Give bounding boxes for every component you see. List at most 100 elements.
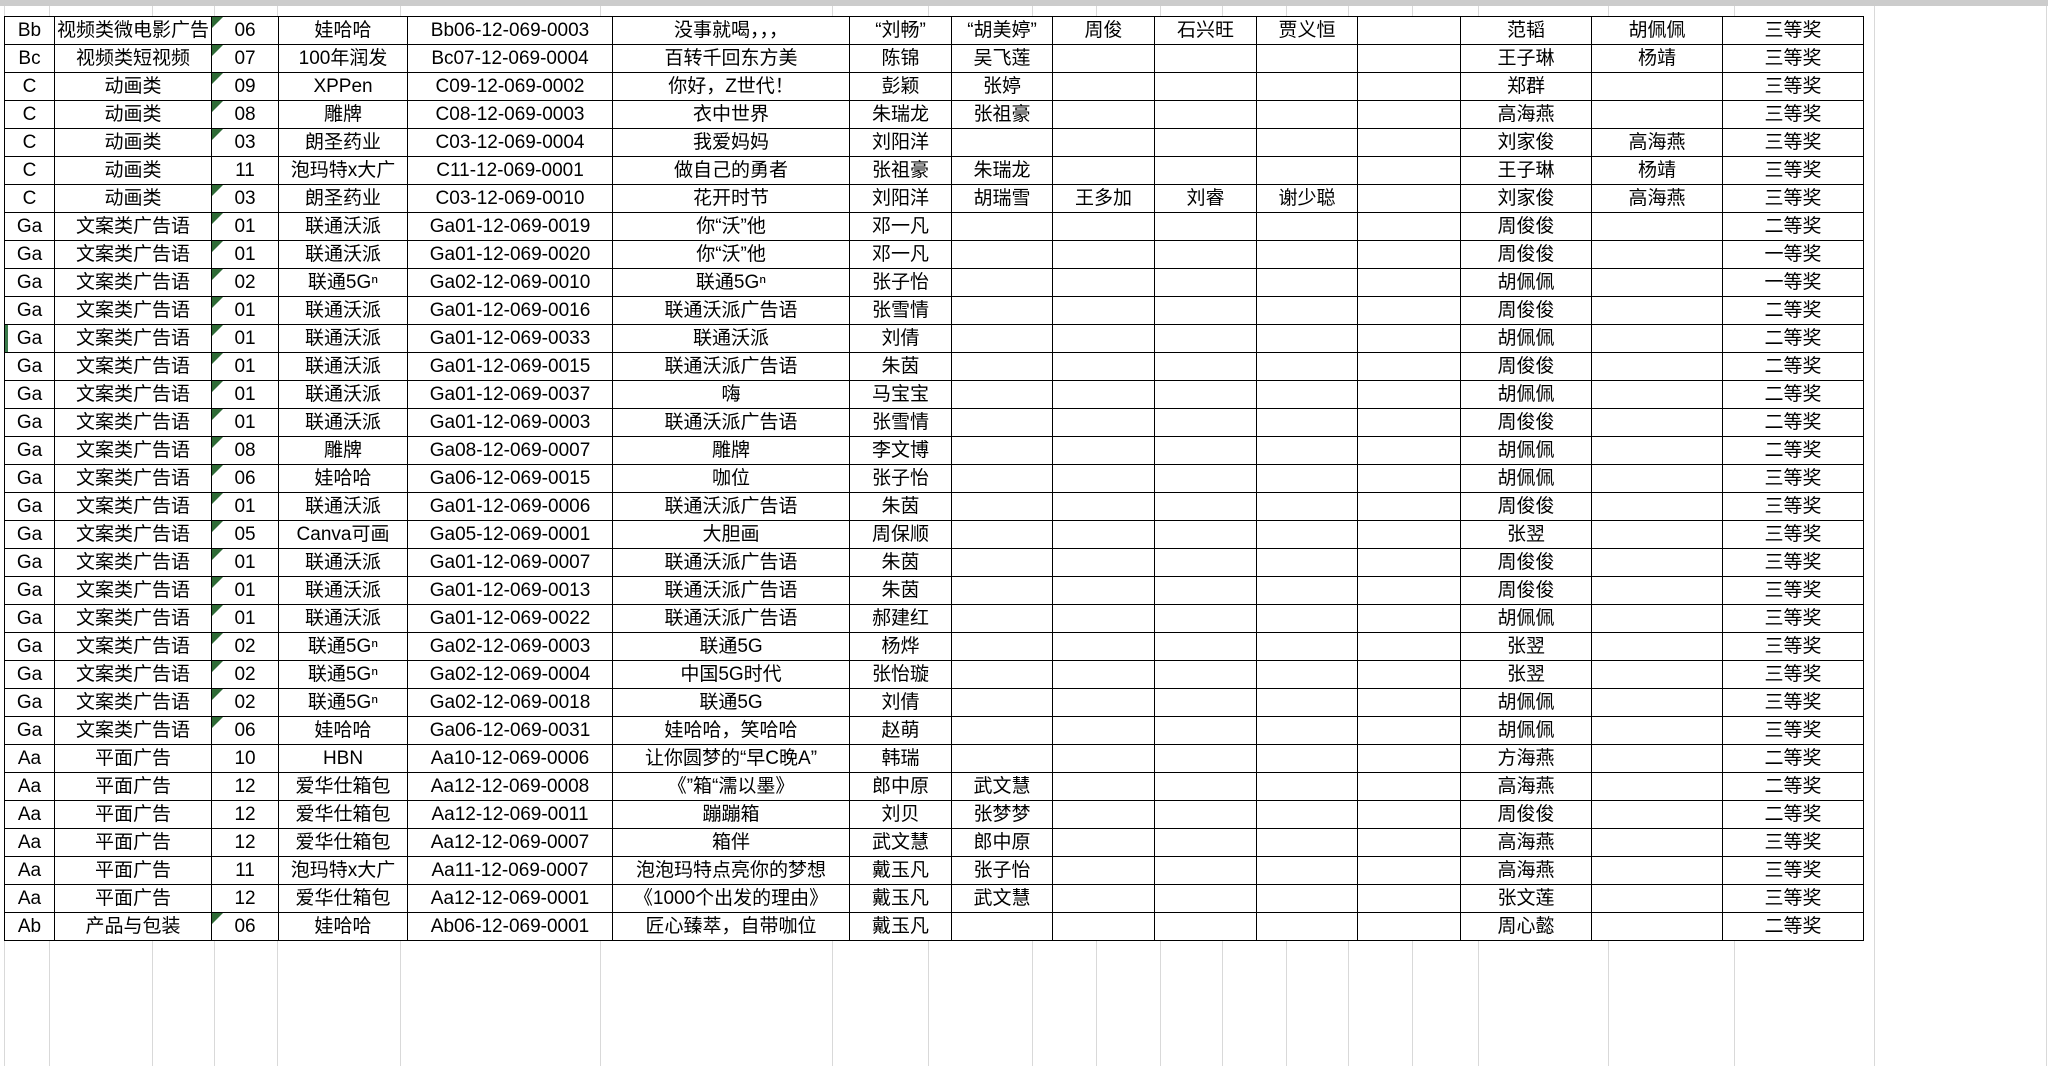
cell-author2[interactable] <box>951 408 1054 437</box>
cell-author5[interactable] <box>1256 296 1359 325</box>
cell-code_prefix[interactable]: Ga <box>4 268 55 297</box>
cell-work_title[interactable]: 联通沃派广告语 <box>612 352 851 381</box>
cell-author3[interactable] <box>1052 100 1156 129</box>
cell-code_prefix[interactable]: Ga <box>4 492 55 521</box>
cell-author1[interactable]: 刘阳洋 <box>849 128 953 157</box>
cell-number-with-comment-marker[interactable]: 01 <box>211 352 280 381</box>
cell-author3[interactable] <box>1052 772 1156 801</box>
cell-number-with-comment-marker[interactable]: 01 <box>211 324 280 353</box>
cell-award[interactable]: 三等奖 <box>1722 548 1865 577</box>
cell-author3[interactable]: 周俊 <box>1052 16 1156 45</box>
cell-brand[interactable]: 联通沃派 <box>278 324 409 353</box>
cell-author1[interactable]: 朱茵 <box>849 352 953 381</box>
cell-work_id[interactable]: C03-12-069-0004 <box>407 128 614 157</box>
table-row[interactable]: Ga 文案类广告语 01 联通沃派 Ga01-12-069-0015 联通沃派广告语 朱茵 周… <box>4 352 1865 381</box>
cell-category[interactable]: 文案类广告语 <box>53 240 213 269</box>
cell-work_title[interactable]: 大胆画 <box>612 520 851 549</box>
cell-award[interactable]: 三等奖 <box>1722 632 1865 661</box>
cell-author5[interactable] <box>1256 464 1359 493</box>
cell-brand[interactable]: 雕牌 <box>278 100 409 129</box>
cell-code_prefix[interactable]: Aa <box>4 772 55 801</box>
cell-advisor1[interactable]: 王子琳 <box>1460 44 1593 73</box>
cell-work_id[interactable]: Aa10-12-069-0006 <box>407 744 614 773</box>
cell-author4[interactable] <box>1154 128 1258 157</box>
cell-work_title[interactable]: 百转千回东方美 <box>612 44 851 73</box>
cell-number-with-comment-marker[interactable]: 01 <box>211 548 280 577</box>
cell-advisor2[interactable] <box>1591 632 1724 661</box>
cell-work_title[interactable]: 联通沃派广告语 <box>612 492 851 521</box>
cell-brand[interactable]: 娃哈哈 <box>278 16 409 45</box>
cell-advisor2[interactable] <box>1591 352 1724 381</box>
table-row[interactable]: Ga 文案类广告语 01 联通沃派 Ga01-12-069-0037 嗨马宝宝 胡佩佩 二等奖 <box>4 380 1865 409</box>
cell-author3[interactable] <box>1052 408 1156 437</box>
cell-advisor1[interactable]: 胡佩佩 <box>1460 604 1593 633</box>
table-row[interactable]: Aa 平面广告 12 爱华仕箱包 Aa12-12-069-0001 《1000个出发的理由… <box>4 884 1865 913</box>
cell-code_prefix[interactable]: Ga <box>4 548 55 577</box>
cell-work_title[interactable]: 你好，Z世代！ <box>612 72 851 101</box>
cell-work_id[interactable]: Ga02-12-069-0018 <box>407 688 614 717</box>
cell-work_title[interactable]: 你“沃”他 <box>612 212 851 241</box>
cell-number-with-comment-marker[interactable]: 01 <box>211 240 280 269</box>
cell-author4[interactable] <box>1154 212 1258 241</box>
cell-brand[interactable]: 联通5Gⁿ <box>278 688 409 717</box>
cell-code_prefix[interactable]: Aa <box>4 884 55 913</box>
cell-advisor2[interactable] <box>1591 240 1724 269</box>
cell-advisor1[interactable]: 郑群 <box>1460 72 1593 101</box>
cell-award[interactable]: 三等奖 <box>1722 856 1865 885</box>
cell-author6[interactable] <box>1357 576 1462 605</box>
cell-advisor2[interactable]: 高海燕 <box>1591 128 1724 157</box>
cell-advisor2[interactable] <box>1591 604 1724 633</box>
cell-work_id[interactable]: Bb06-12-069-0003 <box>407 16 614 45</box>
cell-work_title[interactable]: 联通沃派广告语 <box>612 408 851 437</box>
cell-number-with-comment-marker[interactable]: 07 <box>211 44 280 73</box>
cell-author2[interactable] <box>951 492 1054 521</box>
cell-author1[interactable]: 赵萌 <box>849 716 953 745</box>
cell-author6[interactable] <box>1357 72 1462 101</box>
cell-author3[interactable] <box>1052 744 1156 773</box>
cell-author3[interactable] <box>1052 604 1156 633</box>
cell-author6[interactable] <box>1357 296 1462 325</box>
cell-advisor2[interactable] <box>1591 856 1724 885</box>
cell-author2[interactable]: 吴飞莲 <box>951 44 1054 73</box>
cell-author4[interactable] <box>1154 576 1258 605</box>
cell-award[interactable]: 三等奖 <box>1722 660 1865 689</box>
cell-advisor1[interactable]: 高海燕 <box>1460 828 1593 857</box>
cell-advisor1[interactable]: 张翌 <box>1460 660 1593 689</box>
cell-author5[interactable] <box>1256 884 1359 913</box>
cell-author2[interactable] <box>951 296 1054 325</box>
cell-work_title[interactable]: 联通沃派广告语 <box>612 296 851 325</box>
cell-number-with-comment-marker[interactable]: 02 <box>211 688 280 717</box>
cell-code_prefix[interactable]: C <box>4 72 55 101</box>
cell-author2[interactable] <box>951 912 1054 941</box>
cell-number-with-comment-marker[interactable]: 06 <box>211 912 280 941</box>
table-row[interactable]: Ga 文案类广告语 02 联通5Gⁿ Ga02-12-069-0010 联通5Gⁿ 张子怡胡… <box>4 268 1865 297</box>
cell-author4[interactable] <box>1154 604 1258 633</box>
cell-work_id[interactable]: Ga02-12-069-0004 <box>407 660 614 689</box>
cell-award[interactable]: 一等奖 <box>1722 268 1865 297</box>
table-row[interactable]: C 动画类 09 XPPen C09-12-069-0002 你好，Z世代！ 彭颖 张婷 郑群 三… <box>4 72 1865 101</box>
cell-advisor2[interactable] <box>1591 660 1724 689</box>
table-row[interactable]: Ga 文案类广告语 02 联通5Gⁿ Ga02-12-069-0004 中国5G时代 张怡璇… <box>4 660 1865 689</box>
cell-author1[interactable]: 张祖豪 <box>849 156 953 185</box>
cell-work_title[interactable]: 联通沃派广告语 <box>612 576 851 605</box>
cell-author6[interactable] <box>1357 604 1462 633</box>
cell-author4[interactable] <box>1154 240 1258 269</box>
table-row[interactable]: Ga 文案类广告语 01 联通沃派 Ga01-12-069-0003 联通沃派广告语 张雪情… <box>4 408 1865 437</box>
cell-award[interactable]: 二等奖 <box>1722 436 1865 465</box>
cell-work_id[interactable]: Ga06-12-069-0031 <box>407 716 614 745</box>
cell-code_prefix[interactable]: Ga <box>4 408 55 437</box>
cell-number-with-comment-marker[interactable]: 06 <box>211 464 280 493</box>
cell-advisor2[interactable] <box>1591 464 1724 493</box>
cell-author5[interactable] <box>1256 828 1359 857</box>
table-row[interactable]: Ga 文案类广告语 01 联通沃派 Ga01-12-069-0022 联通沃派广告语 郝建红… <box>4 604 1865 633</box>
cell-author2[interactable]: 武文慧 <box>951 772 1054 801</box>
cell-work_id[interactable]: Ga02-12-069-0003 <box>407 632 614 661</box>
table-row[interactable]: Aa 平面广告 12 爱华仕箱包 Aa12-12-069-0011 蹦蹦箱 刘贝 张梦梦 周俊俊… <box>4 800 1865 829</box>
cell-author3[interactable] <box>1052 380 1156 409</box>
cell-work_id[interactable]: C09-12-069-0002 <box>407 72 614 101</box>
cell-number-with-comment-marker[interactable]: 01 <box>211 604 280 633</box>
cell-award[interactable]: 三等奖 <box>1722 44 1865 73</box>
cell-advisor2[interactable] <box>1591 296 1724 325</box>
cell-code_prefix[interactable]: Ga <box>4 716 55 745</box>
cell-author1[interactable]: 张子怡 <box>849 464 953 493</box>
